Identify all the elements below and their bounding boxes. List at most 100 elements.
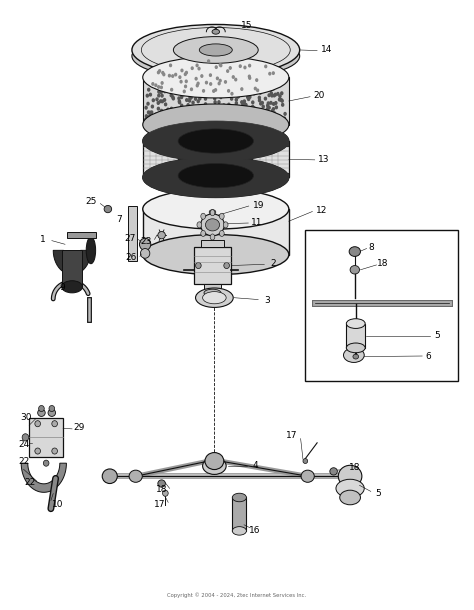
Ellipse shape <box>338 465 362 487</box>
Circle shape <box>158 94 160 97</box>
Ellipse shape <box>158 232 165 239</box>
Circle shape <box>214 97 216 100</box>
Circle shape <box>243 100 246 102</box>
Bar <box>346 323 365 348</box>
Circle shape <box>163 73 165 76</box>
Circle shape <box>149 111 151 114</box>
Circle shape <box>188 89 190 91</box>
Circle shape <box>160 100 162 102</box>
Circle shape <box>196 84 198 87</box>
Circle shape <box>188 93 190 96</box>
Text: 23: 23 <box>141 237 152 246</box>
Ellipse shape <box>143 189 289 229</box>
Ellipse shape <box>132 24 300 76</box>
Ellipse shape <box>344 348 364 362</box>
Bar <box>305 231 458 381</box>
Text: 19: 19 <box>253 201 264 210</box>
Ellipse shape <box>37 409 45 417</box>
Circle shape <box>270 101 272 104</box>
Circle shape <box>240 121 242 124</box>
Circle shape <box>194 98 197 100</box>
Circle shape <box>226 94 228 96</box>
Circle shape <box>145 118 147 121</box>
Circle shape <box>193 106 195 109</box>
Circle shape <box>149 114 151 117</box>
Text: 17: 17 <box>155 500 166 509</box>
Circle shape <box>246 96 249 99</box>
Circle shape <box>244 119 246 121</box>
Circle shape <box>195 85 197 88</box>
Text: 29: 29 <box>73 423 85 432</box>
Ellipse shape <box>330 468 337 475</box>
Circle shape <box>220 96 222 99</box>
Ellipse shape <box>336 479 364 498</box>
Circle shape <box>200 110 202 112</box>
Circle shape <box>253 92 255 95</box>
Circle shape <box>155 113 157 116</box>
Circle shape <box>268 106 270 109</box>
Circle shape <box>221 105 223 107</box>
Text: 8: 8 <box>368 243 374 252</box>
Circle shape <box>187 104 189 106</box>
Circle shape <box>215 88 217 91</box>
Circle shape <box>230 92 232 94</box>
Circle shape <box>218 120 219 123</box>
Circle shape <box>217 95 219 97</box>
Text: 1: 1 <box>40 235 46 244</box>
Circle shape <box>172 88 174 90</box>
Circle shape <box>199 84 201 87</box>
Circle shape <box>256 85 258 88</box>
Circle shape <box>225 81 227 83</box>
Circle shape <box>205 115 207 118</box>
Circle shape <box>181 70 183 71</box>
Circle shape <box>228 90 229 92</box>
Circle shape <box>161 100 164 102</box>
Ellipse shape <box>86 237 96 264</box>
Circle shape <box>271 94 273 97</box>
Circle shape <box>283 117 285 120</box>
Circle shape <box>168 74 170 77</box>
Circle shape <box>178 82 180 85</box>
Circle shape <box>274 93 276 96</box>
Circle shape <box>169 117 171 119</box>
Circle shape <box>191 94 193 96</box>
Ellipse shape <box>43 460 49 466</box>
Circle shape <box>221 106 223 108</box>
Circle shape <box>247 109 249 112</box>
Circle shape <box>185 71 187 74</box>
Circle shape <box>218 114 220 117</box>
Circle shape <box>243 121 245 123</box>
Ellipse shape <box>342 468 358 485</box>
Circle shape <box>160 91 162 93</box>
Circle shape <box>277 79 279 82</box>
Circle shape <box>228 79 230 82</box>
Text: 22: 22 <box>18 457 30 466</box>
Circle shape <box>149 79 151 82</box>
Circle shape <box>264 115 266 118</box>
Text: 9: 9 <box>60 284 65 293</box>
Circle shape <box>277 118 280 121</box>
Circle shape <box>281 99 283 102</box>
Circle shape <box>190 86 192 88</box>
Circle shape <box>164 90 166 93</box>
Circle shape <box>231 90 233 93</box>
Ellipse shape <box>212 29 219 34</box>
Ellipse shape <box>178 163 254 188</box>
Bar <box>143 173 289 178</box>
Circle shape <box>197 82 199 85</box>
Circle shape <box>237 82 239 84</box>
Ellipse shape <box>102 469 117 484</box>
Ellipse shape <box>163 490 168 497</box>
Circle shape <box>192 101 194 104</box>
Circle shape <box>206 81 208 84</box>
Circle shape <box>190 109 191 112</box>
Circle shape <box>201 75 203 77</box>
Text: 26: 26 <box>125 253 137 262</box>
Circle shape <box>230 106 232 109</box>
Circle shape <box>199 105 201 107</box>
Circle shape <box>236 80 238 83</box>
Text: 18: 18 <box>349 463 361 472</box>
Circle shape <box>223 222 228 228</box>
Circle shape <box>281 118 283 121</box>
Bar <box>143 141 289 146</box>
